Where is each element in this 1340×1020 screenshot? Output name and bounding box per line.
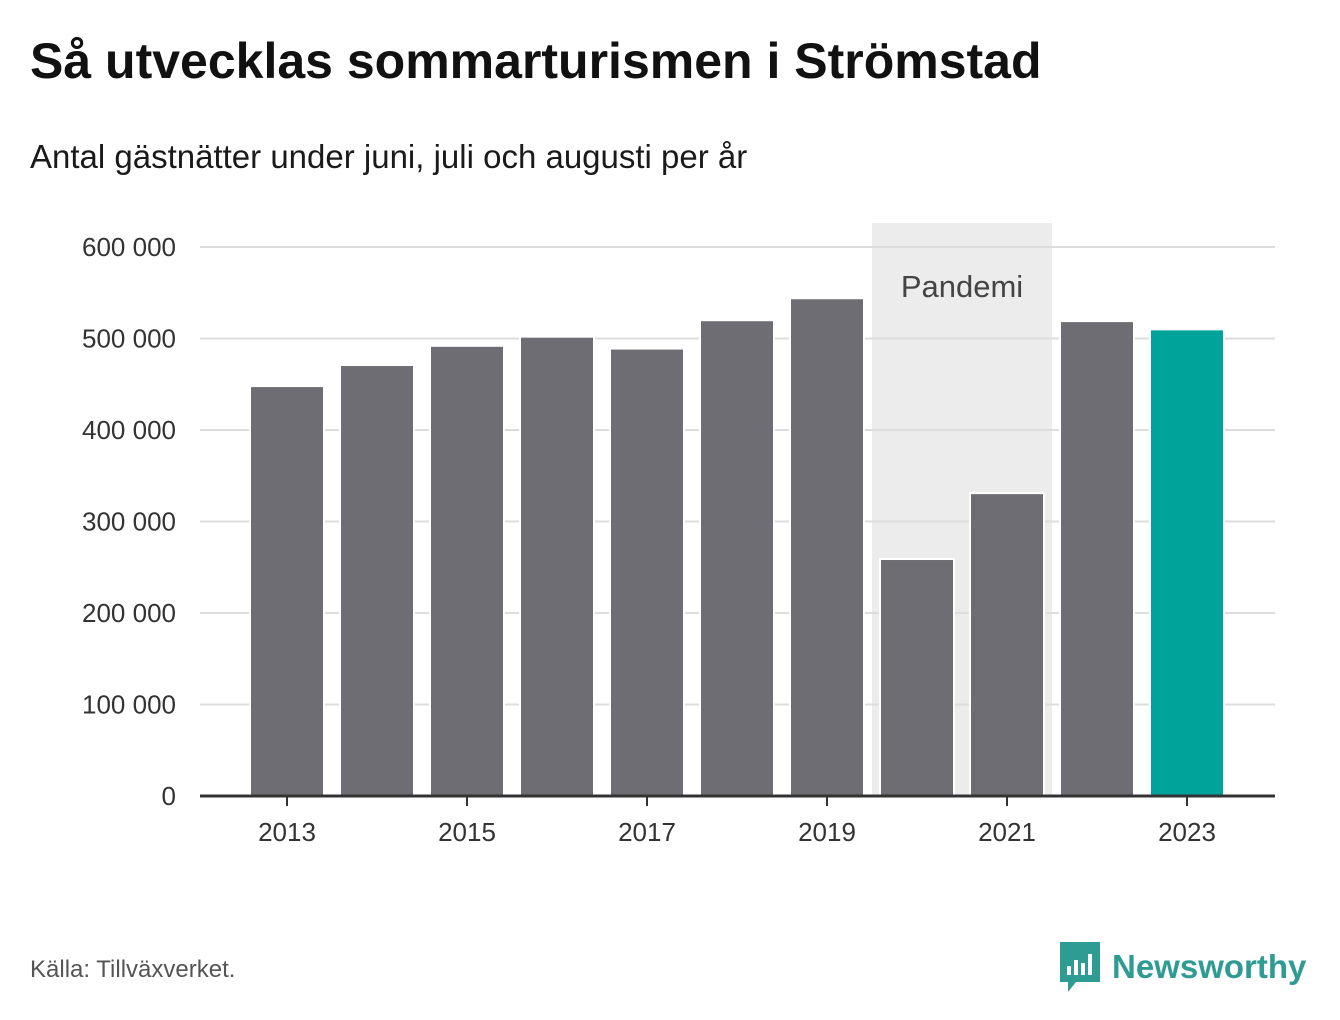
x-tick-label: 2021	[978, 817, 1036, 847]
bar-2023	[1149, 328, 1225, 797]
newsworthy-logo-icon	[1060, 942, 1100, 992]
bar-2014	[339, 364, 415, 797]
chart-title: Så utvecklas sommarturismen i Strömstad	[30, 33, 1042, 89]
annotation-layer: Pandemi	[901, 269, 1023, 304]
y-axis-labels: 0 100 000 200 000 300 000 400 000 500 000 600 …	[82, 232, 176, 811]
bar-2021	[969, 492, 1045, 797]
bar-2015	[429, 344, 505, 797]
bar-2019	[789, 297, 865, 797]
source-note: Källa: Tillväxverket.	[30, 956, 236, 983]
bar-2020	[879, 558, 955, 798]
pandemic-label: Pandemi	[901, 269, 1023, 304]
bar-2016	[519, 335, 595, 797]
y-tick-label: 600 000	[82, 232, 176, 262]
x-tick-label: 2017	[618, 817, 676, 847]
y-tick-label: 300 000	[82, 507, 176, 537]
y-tick-label: 500 000	[82, 324, 176, 354]
brand-logo: Newsworthy	[1060, 940, 1306, 994]
y-tick-label: 200 000	[82, 598, 176, 628]
bar-2013	[249, 385, 325, 797]
x-tick-label: 2013	[258, 817, 316, 847]
bar-chart: 0 100 000 200 000 300 000 400 000 500 000 600 …	[82, 223, 1275, 847]
x-axis-labels: 2013 2015 2017 2019 2021 2023	[258, 817, 1216, 847]
bar-layer	[249, 297, 1225, 798]
x-axis	[200, 794, 1275, 806]
bar-2018	[699, 319, 775, 797]
chart-subtitle: Antal gästnätter under juni, juli och au…	[30, 138, 748, 175]
y-tick-label: 0	[162, 781, 176, 811]
bar-2022	[1059, 320, 1135, 797]
x-tick-label: 2019	[798, 817, 856, 847]
y-tick-label: 100 000	[82, 690, 176, 720]
x-tick-label: 2015	[438, 817, 496, 847]
x-tick-label: 2023	[1158, 817, 1216, 847]
brand-name: Newsworthy	[1112, 948, 1307, 985]
bar-2017	[609, 347, 685, 797]
y-tick-label: 400 000	[82, 415, 176, 445]
